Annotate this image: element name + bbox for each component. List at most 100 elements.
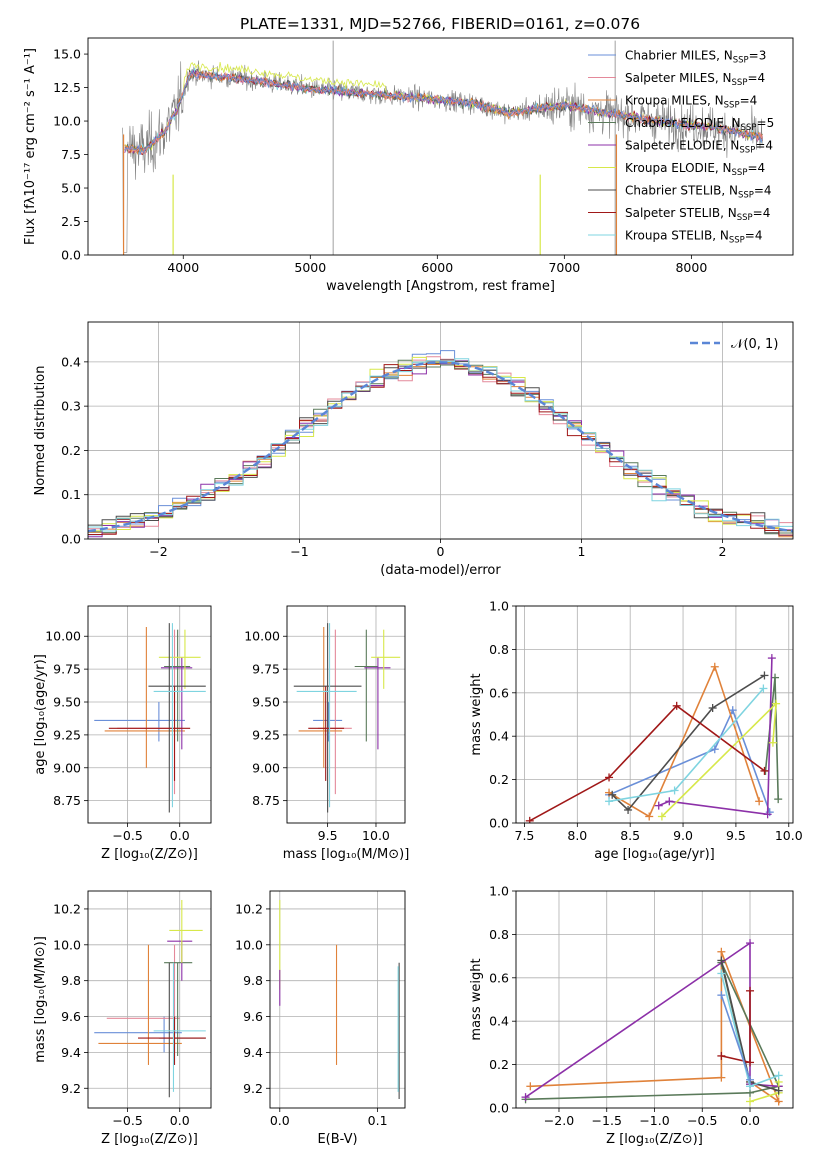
- age_vs_Z-plot-area: [94, 623, 206, 813]
- mass_vs_Z-grid: [88, 891, 211, 1108]
- errorbar-point: [296, 623, 357, 808]
- spectrum-chart: 4000 5000 6000 7000 8000 0.0 2.5 5.0 7.5 10.0 12.5…: [23, 37, 794, 294]
- y-axis-label: mass [log₁₀(M/M⊙)]: [33, 936, 48, 1063]
- y-tick-label: 0.3: [61, 399, 81, 414]
- age_vs_mass-chart: 9.5 10.0 8.75 9.00 9.25 9.50 9.75 10.00 mass [lo…: [244, 605, 410, 862]
- errorbar-point: [371, 629, 401, 689]
- x-tick-label: 8000: [675, 260, 707, 275]
- mass-weight-marker: [521, 1093, 530, 1102]
- mass-weight-marker: [772, 699, 781, 708]
- mass-weight-series-line: [608, 664, 760, 818]
- mass-weight-marker: [746, 986, 755, 995]
- errorbar-point: [158, 962, 206, 1098]
- legend-entry: 𝒩(0, 1): [731, 337, 778, 352]
- y-tick-label: 9.25: [53, 727, 81, 742]
- y-tick-label: 0.2: [489, 772, 509, 787]
- mass_weight_vs_age-frame: [515, 605, 794, 824]
- x-tick-label: 7.5: [515, 828, 535, 843]
- y-tick-label: 9.6: [243, 1009, 263, 1024]
- errorbar-point: [138, 1016, 206, 1065]
- age_vs_Z-axes: −0.5 0.0 8.75 9.00 9.25 9.50 9.75 10.00 Z [log₁₀…: [33, 605, 212, 862]
- x-tick-label: −0.5: [112, 828, 142, 843]
- age_vs_mass-frame: [286, 605, 406, 824]
- age_vs_mass-plot-area: [293, 623, 401, 813]
- mass-weight-marker: [645, 812, 654, 821]
- x-axis-label: (data-model)/error: [380, 563, 501, 578]
- y-tick-label: 0.4: [61, 354, 81, 369]
- errorbar-point: [169, 899, 203, 963]
- mass-weight-marker: [746, 1097, 755, 1106]
- x-tick-label: 8.0: [567, 828, 587, 843]
- x-tick-label: −1.0: [639, 1113, 669, 1128]
- x-tick-label: 0.0: [740, 1113, 760, 1128]
- mass-weight-marker: [760, 671, 769, 680]
- mass-weight-marker: [710, 745, 719, 754]
- errorbar-point: [108, 686, 191, 781]
- x-tick-label: 8.5: [620, 828, 640, 843]
- y-tick-label: 9.75: [53, 662, 81, 677]
- x-axis-label: wavelength [Angstrom, rest frame]: [326, 279, 555, 294]
- mass_vs_ebv-grid: [270, 891, 405, 1108]
- x-tick-label: 0.0: [270, 1113, 290, 1128]
- y-tick-label: 9.4: [243, 1045, 263, 1060]
- x-tick-label: 5000: [294, 260, 326, 275]
- x-tick-label: 2: [719, 544, 727, 559]
- mass_weight_vs_age-axes: 7.5 8.0 8.5 9.0 9.5 10.0 0.0 0.2 0.4 0.6 0.8 1.0 age…: [469, 599, 803, 863]
- y-tick-label: 7.5: [61, 147, 81, 162]
- y-tick-label: 9.4: [61, 1045, 81, 1060]
- x-tick-label: 6000: [421, 260, 453, 275]
- residuals-grid: [88, 322, 793, 540]
- mass-weight-marker: [717, 1051, 726, 1060]
- y-tick-label: 0.8: [489, 927, 509, 942]
- y-axis-label: Normed distribution: [33, 366, 48, 496]
- legend-entry: Salpeter MILES, NSSP=4: [625, 71, 765, 88]
- y-tick-label: 9.2: [243, 1081, 263, 1096]
- errorbar-point: [153, 623, 206, 808]
- mass_vs_ebv-axes: 0.0 0.1 9.2 9.4 9.6 9.8 10.0 10.2 E(B-V): [235, 890, 406, 1147]
- x-tick-label: 7000: [548, 260, 580, 275]
- y-tick-label: 8.75: [252, 793, 280, 808]
- x-axis-label: mass [log₁₀(M/M⊙)]: [283, 847, 410, 862]
- y-tick-label: 9.8: [243, 973, 263, 988]
- mass-weight-marker: [746, 1075, 755, 1084]
- mass_vs_ebv-plot-area: [279, 899, 400, 1100]
- mass-weight-series-line: [658, 658, 773, 816]
- errorbar-point: [94, 702, 185, 742]
- errorbar-point: [148, 623, 206, 813]
- age_vs_Z-chart: −0.5 0.0 8.75 9.00 9.25 9.50 9.75 10.00 Z [log₁₀…: [33, 605, 212, 862]
- mass-weight-marker: [763, 810, 772, 819]
- y-tick-label: 8.75: [53, 793, 81, 808]
- mass-weight-marker: [525, 816, 534, 823]
- y-tick-label: 0.6: [489, 970, 509, 985]
- residuals-frame: [87, 321, 794, 540]
- mass_vs_ebv-frame: [269, 890, 406, 1109]
- y-tick-label: 9.6: [61, 1009, 81, 1024]
- observed-spectrum-line: [122, 60, 763, 253]
- mass_vs_Z-plot-area: [94, 899, 206, 1098]
- mass-weight-series-line: [720, 994, 751, 1081]
- mass-weight-marker: [774, 1097, 783, 1106]
- y-axis-label: mass weight: [469, 958, 484, 1040]
- mass-weight-series-line: [525, 962, 780, 1101]
- legend-entry: Chabrier ELODIE, NSSP=5: [625, 116, 774, 133]
- mass-weight-marker: [717, 956, 726, 965]
- legend-entry: Chabrier STELIB, NSSP=4: [625, 184, 772, 201]
- mass-weight-marker: [760, 766, 769, 775]
- age_vs_mass-grid: [287, 606, 405, 823]
- y-axis-label: mass weight: [469, 673, 484, 755]
- errorbar-point: [153, 962, 206, 1092]
- age_vs_Z-grid: [88, 606, 211, 823]
- errorbar-point: [364, 657, 391, 750]
- mass-weight-marker: [526, 1082, 535, 1091]
- mass-weight-marker: [746, 939, 755, 948]
- x-tick-label: 9.0: [673, 828, 693, 843]
- y-tick-label: 0.6: [489, 685, 509, 700]
- x-tick-label: 10.0: [775, 828, 803, 843]
- age_vs_Z-frame: [87, 605, 212, 824]
- residuals-chart: −2 −1 0 1 2 0.0 0.1 0.2 0.3 0.4 (data-model)/error…: [33, 321, 794, 578]
- figure-title: PLATE=1331, MJD=52766, FIBERID=0161, z=0…: [240, 15, 640, 33]
- errorbar-point: [298, 627, 343, 768]
- mass_weight_vs_Z-frame: [515, 890, 794, 1109]
- residuals-legend: 𝒩(0, 1): [690, 337, 778, 352]
- y-tick-label: 0.2: [489, 1057, 509, 1072]
